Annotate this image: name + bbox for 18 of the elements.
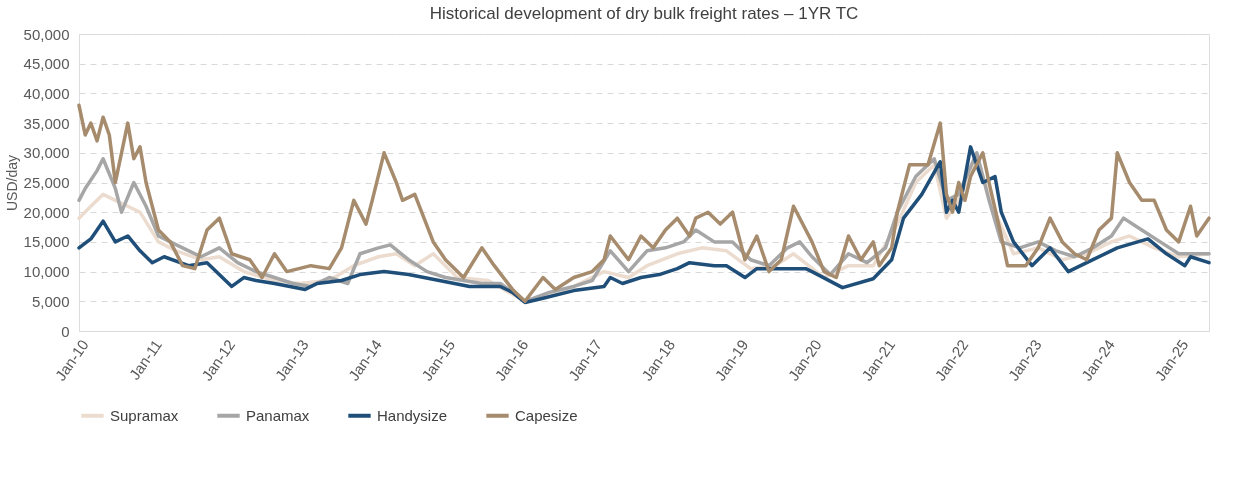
y-tick-label: 40,000 bbox=[23, 84, 70, 102]
y-tick-label: 10,000 bbox=[23, 263, 70, 281]
legend-label: Capesize bbox=[515, 406, 578, 424]
y-tick-label: 25,000 bbox=[23, 174, 70, 191]
y-axis-title: USD/day bbox=[3, 154, 20, 212]
chart-title: Historical development of dry bulk freight rates – 1YR TC bbox=[429, 4, 859, 23]
y-tick-label: 30,000 bbox=[23, 144, 70, 162]
y-tick-label: 0 bbox=[61, 322, 70, 340]
legend-label: Handysize bbox=[377, 406, 448, 424]
y-tick-label: 45,000 bbox=[23, 55, 70, 73]
y-tick-label: 20,000 bbox=[23, 203, 70, 221]
line-series bbox=[77, 103, 1211, 304]
legend-label: Panamax bbox=[246, 406, 310, 424]
legend-label: Supramax bbox=[110, 406, 179, 424]
y-tick-label: 50,000 bbox=[23, 25, 70, 43]
y-tick-label: 5,000 bbox=[31, 292, 70, 310]
y-tick-label: 15,000 bbox=[23, 233, 70, 251]
y-tick-label: 35,000 bbox=[23, 114, 70, 132]
